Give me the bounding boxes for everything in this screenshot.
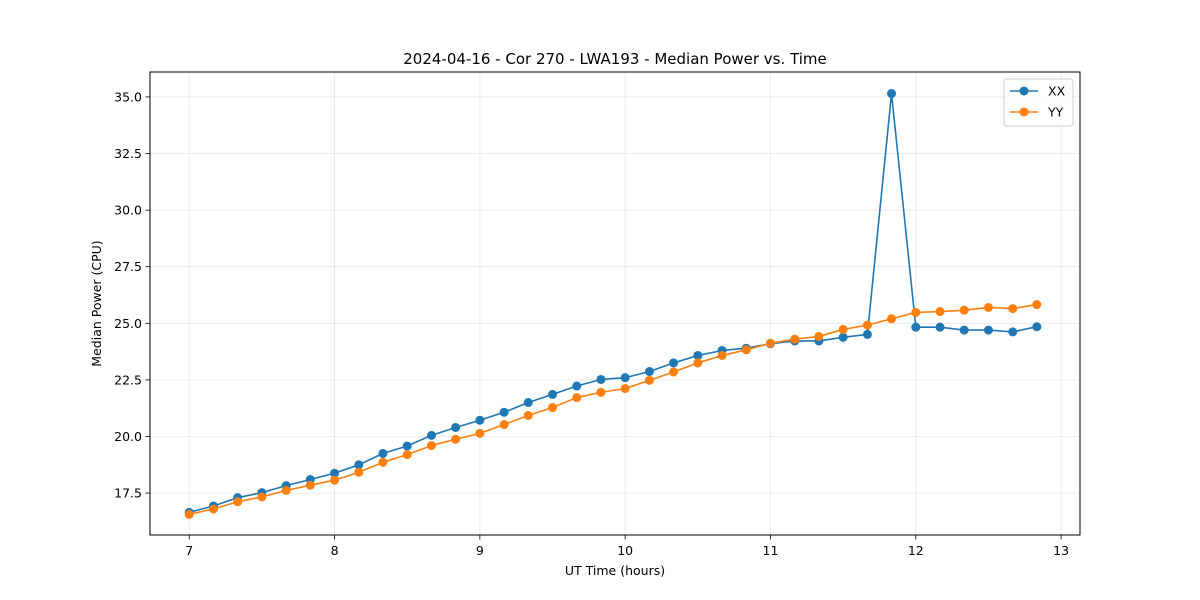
series-point-yy (330, 475, 340, 485)
series-point-yy (790, 334, 800, 344)
legend-label-xx: XX (1048, 84, 1066, 99)
series-point-xx (426, 430, 436, 440)
x-tick-label: 7 (185, 543, 193, 558)
series-point-xx (935, 322, 945, 332)
series-point-yy (305, 480, 315, 490)
legend-marker-xx (1019, 86, 1029, 96)
series-point-yy (354, 467, 364, 477)
series-point-xx (693, 350, 703, 360)
legend-label-yy: YY (1047, 105, 1064, 120)
series-point-yy (814, 331, 824, 341)
series-point-yy (233, 497, 243, 507)
x-tick-label: 13 (1053, 543, 1069, 558)
y-axis-label: Median Power (CPU) (89, 240, 104, 366)
series-point-xx (596, 374, 606, 384)
plot-frame (149, 71, 1081, 536)
series-point-yy (451, 434, 461, 444)
y-tick-label: 32.5 (114, 146, 142, 161)
series-point-yy (572, 393, 582, 403)
series-point-yy (281, 485, 291, 495)
series-point-xx (862, 329, 872, 339)
series-point-yy (741, 345, 751, 355)
series-point-xx (378, 448, 388, 458)
x-tick-label: 9 (476, 543, 484, 558)
series-point-xx (911, 322, 921, 332)
y-tick-label: 30.0 (114, 203, 142, 218)
axes: 7 8 9 10 11 12 13 17.5 20.0 22.5 25.0 27.5 30.0 32.5 3… (114, 89, 1069, 558)
x-axis-label: UT Time (hours) (565, 563, 665, 578)
series-point-yy (838, 324, 848, 334)
series-point-yy (644, 375, 654, 385)
x-tick-label: 12 (908, 543, 924, 558)
series-point-xx (1008, 327, 1018, 337)
x-tick-label: 8 (331, 543, 339, 558)
x-tick-label: 10 (617, 543, 633, 558)
series-point-yy (935, 307, 945, 317)
series-point-xx (475, 415, 485, 425)
series-point-xx (644, 367, 654, 377)
series-point-yy (209, 504, 218, 514)
y-tick-label: 27.5 (114, 259, 142, 274)
legend: XX YY (1003, 78, 1074, 127)
y-tick-label: 25.0 (114, 316, 142, 331)
series-point-xx (451, 422, 461, 432)
series-point-yy (378, 457, 388, 467)
y-tick-label: 35.0 (114, 89, 142, 104)
series-point-yy (765, 338, 775, 348)
series-point-xx (354, 460, 364, 470)
series-point-yy (1008, 304, 1018, 314)
series-point-xx (887, 89, 897, 99)
grid (150, 72, 1080, 535)
series-layer (184, 89, 1042, 519)
series-point-yy (620, 384, 630, 394)
series-point-xx (402, 441, 412, 451)
series-point-yy (402, 450, 412, 460)
series-point-xx (548, 389, 558, 399)
series-point-yy (669, 367, 679, 377)
series-point-yy (911, 307, 921, 317)
series-point-xx (330, 468, 340, 478)
series-point-xx (838, 332, 848, 342)
y-tick-label: 22.5 (114, 372, 142, 387)
series-point-yy (693, 358, 703, 368)
series-point-yy (596, 387, 606, 397)
series-point-yy (1032, 300, 1042, 310)
series-point-yy (717, 350, 727, 360)
series-point-yy (475, 428, 485, 438)
series-point-yy (523, 410, 533, 420)
series-point-yy (499, 420, 509, 430)
legend-marker-yy (1019, 107, 1029, 117)
y-tick-label: 20.0 (114, 429, 142, 444)
series-point-yy (983, 302, 993, 312)
series-point-xx (1032, 322, 1042, 332)
series-point-xx (959, 325, 969, 335)
y-tick-label: 17.5 (114, 486, 142, 501)
series-point-xx (669, 358, 679, 368)
series-point-xx (983, 325, 993, 335)
series-point-yy (257, 492, 267, 502)
chart-title: 2024-04-16 - Cor 270 - LWA193 - Median P… (403, 50, 827, 68)
series-point-yy (887, 314, 897, 324)
series-point-yy (959, 305, 969, 315)
series-point-xx (572, 381, 582, 391)
series-point-yy (548, 403, 558, 413)
series-point-xx (523, 398, 533, 408)
series-point-yy (862, 320, 872, 330)
series-point-yy (184, 509, 194, 519)
series-point-yy (426, 441, 436, 451)
x-tick-label: 11 (763, 543, 779, 558)
series-point-xx (620, 373, 630, 383)
series-point-xx (499, 407, 509, 417)
